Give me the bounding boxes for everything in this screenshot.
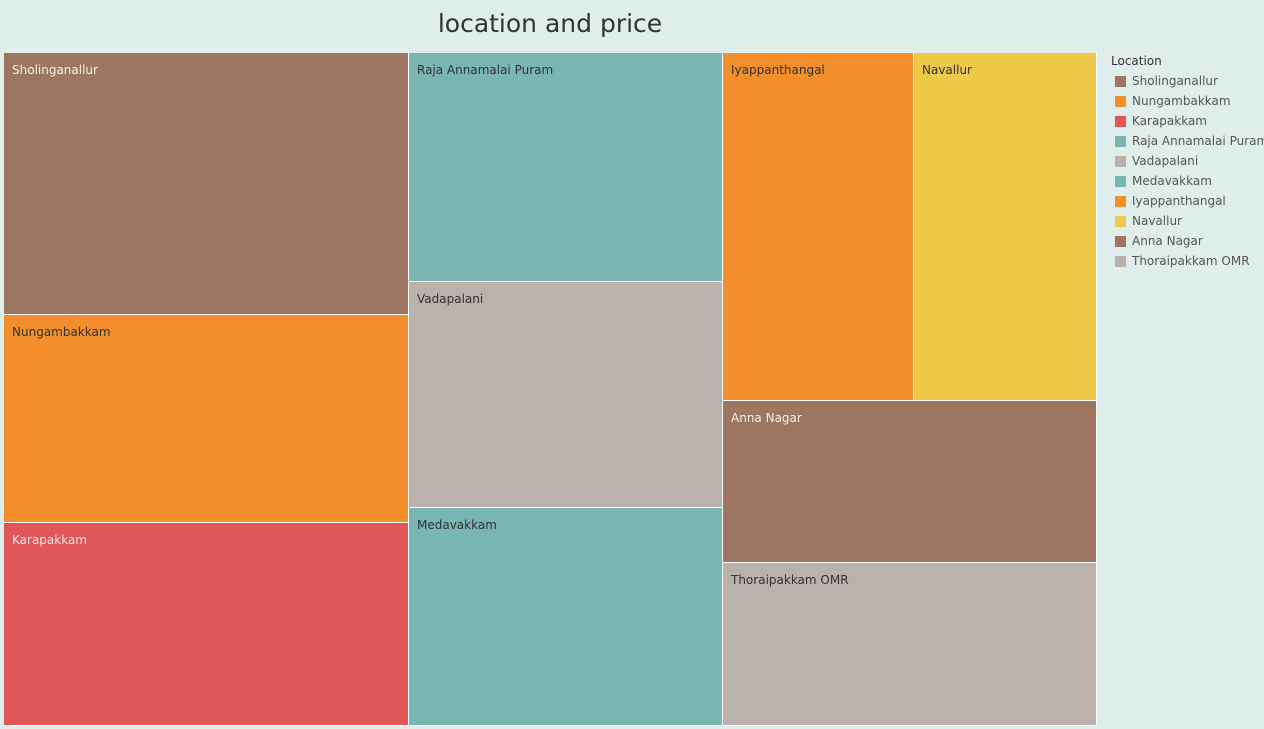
legend-label: Thoraipakkam OMR (1132, 254, 1250, 268)
legend-swatch (1115, 115, 1126, 127)
legend-item-sholinganallur[interactable]: Sholinganallur (1111, 71, 1261, 91)
treemap-tile-label: Iyappanthangal (731, 63, 825, 77)
legend-item-raja-annamalai-puram[interactable]: Raja Annamalai Puram (1111, 131, 1264, 151)
treemap-tile-label: Vadapalani (417, 292, 484, 306)
legend-label: Karapakkam (1132, 114, 1207, 128)
legend-swatch (1115, 75, 1126, 87)
treemap-tile-sholinganallur[interactable]: Sholinganallur (4, 53, 409, 315)
legend-item-nungambakkam[interactable]: Nungambakkam (1111, 91, 1261, 111)
legend-swatch (1115, 135, 1126, 147)
legend: Location Sholinganallur Nungambakkam Karap… (1111, 53, 1264, 271)
legend-swatch (1115, 175, 1126, 187)
legend-label: Sholinganallur (1132, 74, 1218, 88)
legend-label: Iyappanthangal (1132, 194, 1226, 208)
legend-item-anna-nagar[interactable]: Anna Nagar (1111, 231, 1261, 251)
legend-swatch (1115, 235, 1126, 247)
legend-label: Nungambakkam (1132, 94, 1231, 108)
treemap-tile-nungambakkam[interactable]: Nungambakkam (4, 315, 409, 523)
treemap-tile-label: Medavakkam (417, 518, 497, 532)
legend-label: Raja Annamalai Puram (1132, 134, 1264, 148)
legend-item-iyappanthangal[interactable]: Iyappanthangal (1111, 191, 1261, 211)
legend-label: Navallur (1132, 214, 1182, 228)
legend-swatch (1115, 255, 1126, 267)
legend-label: Vadapalani (1132, 154, 1199, 168)
treemap-tile-label: Sholinganallur (12, 63, 98, 77)
legend-label: Medavakkam (1132, 174, 1212, 188)
legend-item-medavakkam[interactable]: Medavakkam (1111, 171, 1261, 191)
legend-swatch (1115, 195, 1126, 207)
legend-title: Location (1111, 54, 1162, 68)
treemap-tile-medavakkam[interactable]: Medavakkam (409, 508, 723, 726)
treemap-tile-label: Nungambakkam (12, 325, 111, 339)
treemap-tile-navallur[interactable]: Navallur (914, 53, 1097, 401)
legend-item-karapakkam[interactable]: Karapakkam (1111, 111, 1261, 131)
treemap-tile-label: Anna Nagar (731, 411, 802, 425)
legend-swatch (1115, 215, 1126, 227)
treemap-tile-iyappanthangal[interactable]: Iyappanthangal (723, 53, 914, 401)
legend-item-vadapalani[interactable]: Vadapalani (1111, 151, 1261, 171)
treemap-plot-area: Sholinganallur Nungambakkam Karapakkam Raja… (4, 53, 1097, 726)
treemap-tile-label: Thoraipakkam OMR (731, 573, 849, 587)
legend-item-thoraipakkam-omr[interactable]: Thoraipakkam OMR (1111, 251, 1261, 271)
legend-swatch (1115, 155, 1126, 167)
legend-item-navallur[interactable]: Navallur (1111, 211, 1261, 231)
treemap-tile-karapakkam[interactable]: Karapakkam (4, 523, 409, 726)
treemap-tile-raja-annamalai-puram[interactable]: Raja Annamalai Puram (409, 53, 723, 282)
treemap-tile-label: Raja Annamalai Puram (417, 63, 554, 77)
treemap-tile-vadapalani[interactable]: Vadapalani (409, 282, 723, 508)
treemap-tile-label: Karapakkam (12, 533, 87, 547)
treemap-tile-thoraipakkam-omr[interactable]: Thoraipakkam OMR (723, 563, 1097, 726)
treemap-tile-label: Navallur (922, 63, 972, 77)
legend-swatch (1115, 95, 1126, 107)
legend-label: Anna Nagar (1132, 234, 1203, 248)
treemap-tile-anna-nagar[interactable]: Anna Nagar (723, 401, 1097, 563)
chart-title: location and price (437, 9, 663, 38)
